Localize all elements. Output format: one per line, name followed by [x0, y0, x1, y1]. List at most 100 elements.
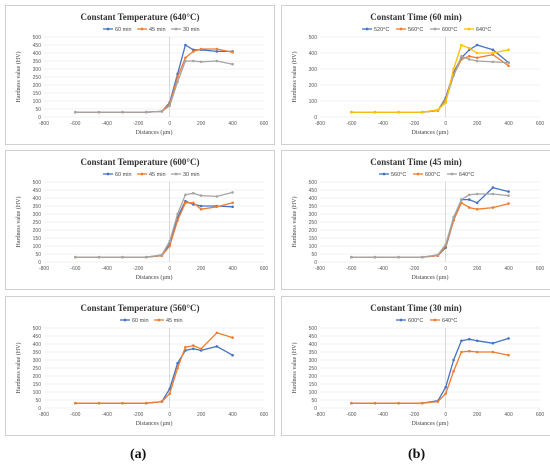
data-point — [460, 43, 463, 47]
legend-item: 640°C — [430, 318, 457, 324]
chart-title: Constant Time (45 min) — [370, 157, 461, 167]
x-tick-label: 600 — [260, 121, 269, 127]
x-tick-label: -800 — [39, 121, 49, 127]
data-point — [467, 193, 471, 197]
data-point — [191, 344, 195, 347]
legend-item: 600°C — [430, 27, 457, 33]
legend-item: 560°C — [396, 27, 423, 33]
data-point — [507, 190, 510, 193]
x-tick-label: 200 — [473, 412, 482, 418]
y-tick-label: 200 — [33, 228, 42, 234]
y-tick-label: 350 — [33, 59, 42, 65]
x-tick-label: 0 — [168, 412, 171, 418]
data-point — [467, 54, 471, 58]
y-tick-label: 500 — [33, 180, 42, 186]
legend-label: 60 min — [132, 318, 149, 324]
x-tick-label: -600 — [346, 412, 356, 418]
x-tick-label: -400 — [102, 266, 112, 272]
legend-marker — [157, 318, 161, 322]
x-tick-label: -400 — [378, 266, 388, 272]
data-point — [74, 255, 77, 259]
x-tick-label: 600 — [536, 412, 545, 418]
data-point — [350, 110, 353, 114]
y-tick-label: 0 — [38, 115, 41, 121]
data-point — [475, 339, 479, 343]
y-tick-label: 150 — [309, 382, 318, 388]
y-tick-label: 200 — [309, 83, 318, 89]
data-point — [491, 48, 495, 52]
x-axis-label: Distances (µm) — [412, 129, 449, 136]
x-axis-label: Distances (µm) — [136, 129, 173, 136]
data-point — [184, 345, 187, 349]
data-point — [507, 61, 510, 64]
y-tick-label: 250 — [33, 366, 42, 372]
y-tick-label: 300 — [309, 67, 318, 73]
chart-svg: Constant Time (30 min) 0 50 100 150 200 250 300… — [291, 303, 545, 427]
legend-item: 30 min — [171, 27, 200, 33]
y-tick-label: 100 — [33, 99, 42, 105]
series-line — [351, 193, 509, 258]
y-tick-label: 250 — [309, 220, 318, 226]
data-point — [215, 205, 219, 209]
y-axis-label: Hardness value (HV) — [291, 52, 298, 103]
y-tick-label: 100 — [33, 244, 42, 250]
chart-title: Constant Temperature (640°C) — [81, 12, 200, 22]
data-point — [160, 110, 164, 113]
chart-title: Constant Temperature (600°C) — [81, 157, 200, 167]
y-tick-label: 50 — [35, 398, 41, 404]
legend-marker — [467, 27, 471, 31]
data-point — [231, 353, 234, 357]
data-point — [507, 48, 510, 52]
legend-marker — [416, 172, 420, 176]
x-tick-label: -600 — [70, 121, 80, 127]
y-tick-label: 500 — [33, 35, 42, 41]
data-point — [444, 385, 448, 389]
legend-label: 45 min — [149, 27, 166, 33]
y-axis-label: Hardness value (HV) — [15, 343, 22, 394]
data-point — [491, 51, 495, 55]
legend-marker — [382, 172, 386, 176]
y-tick-label: 100 — [309, 390, 318, 396]
legend-label: 60 min — [115, 172, 132, 178]
y-tick-label: 0 — [38, 260, 41, 266]
x-tick-label: 200 — [473, 121, 482, 127]
data-point — [373, 255, 377, 259]
data-point — [176, 80, 179, 84]
y-tick-label: 50 — [35, 107, 41, 113]
data-point — [452, 369, 455, 373]
data-point — [397, 110, 400, 114]
legend-marker — [140, 172, 144, 176]
series-line — [75, 44, 233, 113]
data-point — [199, 347, 203, 351]
data-point — [475, 43, 479, 47]
x-tick-label: -600 — [70, 412, 80, 418]
data-point — [184, 201, 187, 205]
y-tick-label: 300 — [309, 212, 318, 218]
x-axis-label: Distances (µm) — [136, 420, 173, 427]
data-point — [121, 110, 124, 114]
data-point — [436, 253, 440, 257]
legend-marker — [123, 318, 127, 322]
data-point — [121, 401, 124, 405]
y-tick-label: 450 — [309, 334, 318, 340]
series-line — [75, 48, 233, 113]
data-point — [184, 193, 187, 197]
data-point — [231, 336, 234, 339]
data-point — [460, 54, 463, 58]
data-point — [215, 47, 219, 51]
series-line — [351, 53, 509, 113]
data-point — [475, 350, 479, 354]
data-point — [460, 339, 463, 343]
series-line — [351, 55, 509, 113]
x-tick-label: 400 — [504, 121, 513, 127]
legend-marker — [450, 172, 454, 176]
x-tick-label: 0 — [168, 121, 171, 127]
y-tick-label: 350 — [33, 350, 42, 356]
data-point — [491, 206, 495, 209]
series-line — [351, 350, 509, 404]
data-point — [467, 198, 471, 201]
data-point — [168, 244, 172, 248]
data-point — [507, 194, 510, 197]
y-tick-label: 450 — [33, 334, 42, 340]
x-tick-label: -400 — [378, 121, 388, 127]
